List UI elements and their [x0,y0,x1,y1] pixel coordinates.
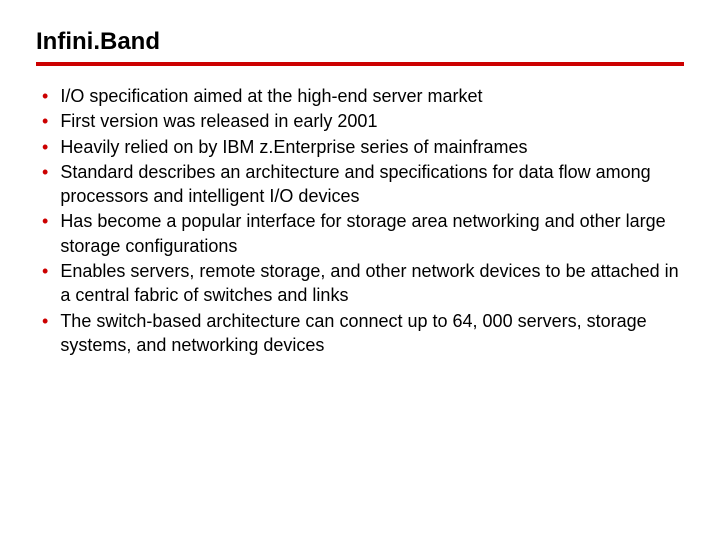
bullet-list: • I/O specification aimed at the high-en… [36,84,684,357]
list-item: • The switch-based architecture can conn… [36,309,684,358]
bullet-text: Has become a popular interface for stora… [60,209,684,258]
bullet-icon: • [42,160,48,184]
bullet-text: Standard describes an architecture and s… [60,160,684,209]
list-item: • I/O specification aimed at the high-en… [36,84,684,108]
bullet-text: The switch-based architecture can connec… [60,309,684,358]
bullet-text: Heavily relied on by IBM z.Enterprise se… [60,135,684,159]
list-item: • Enables servers, remote storage, and o… [36,259,684,308]
bullet-text: Enables servers, remote storage, and oth… [60,259,684,308]
bullet-icon: • [42,309,48,333]
bullet-icon: • [42,135,48,159]
bullet-icon: • [42,84,48,108]
slide: Infini.Band • I/O specification aimed at… [0,0,720,540]
slide-title: Infini.Band [36,28,684,56]
bullet-text: First version was released in early 2001 [60,109,684,133]
bullet-icon: • [42,109,48,133]
bullet-icon: • [42,259,48,283]
list-item: • Heavily relied on by IBM z.Enterprise … [36,135,684,159]
list-item: • Has become a popular interface for sto… [36,209,684,258]
title-underline [36,62,684,66]
list-item: • First version was released in early 20… [36,109,684,133]
list-item: • Standard describes an architecture and… [36,160,684,209]
bullet-icon: • [42,209,48,233]
bullet-text: I/O specification aimed at the high-end … [60,84,684,108]
